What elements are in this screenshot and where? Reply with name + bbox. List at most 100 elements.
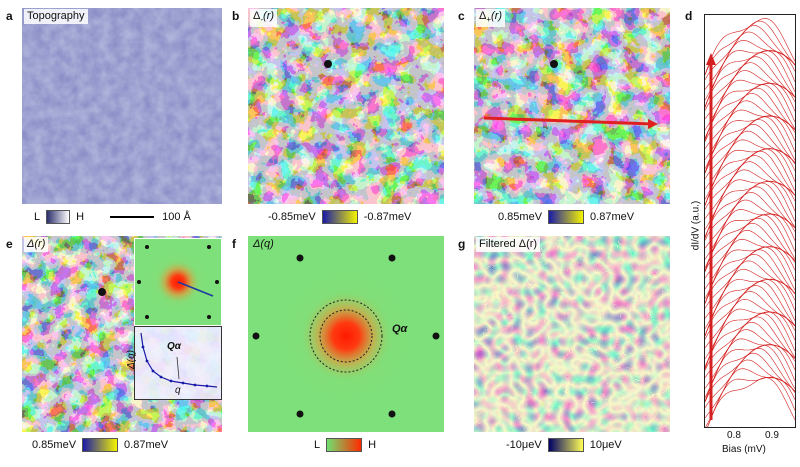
panel-b-letter: b xyxy=(232,9,240,23)
inset-fft xyxy=(135,239,221,325)
inset-q-label: Qα xyxy=(167,341,181,352)
spectrum-curve xyxy=(705,308,795,367)
spectrum-curve xyxy=(705,130,795,190)
panel-a-colorbar: L H 100 Å xyxy=(34,210,191,224)
spectrum-curve xyxy=(705,368,795,427)
linecut-arrow xyxy=(483,116,653,126)
panel-e-colorbar: 0.85meV 0.87meV xyxy=(32,438,168,452)
spectrum-curve xyxy=(705,192,795,249)
spectrum-curve xyxy=(705,186,795,241)
spectra-plot xyxy=(705,18,795,427)
gap-minus-bar xyxy=(321,210,358,224)
spectrum-curve xyxy=(705,79,795,139)
gap-plus-map xyxy=(474,8,670,204)
panel-c-title-sub: + xyxy=(486,15,492,25)
spectrum-curve xyxy=(705,182,795,238)
spectrum-curve xyxy=(705,199,795,260)
spectrum-curve xyxy=(705,347,795,403)
spectrum-curve xyxy=(705,31,795,90)
spectrum-curve xyxy=(705,246,795,304)
spectrum-curve xyxy=(705,100,795,160)
fft-high-label: H xyxy=(368,439,377,451)
panel-g-colorbar: -10μeV 10μeV xyxy=(506,438,622,452)
spectrum-curve xyxy=(705,93,795,149)
panel-g-filtered xyxy=(474,236,670,432)
spectra-ylabel: dI/dV (a.u.) xyxy=(690,200,702,251)
spectrum-curve xyxy=(705,217,795,272)
scalebar-line xyxy=(110,216,155,218)
spectrum-curve xyxy=(705,222,795,279)
fft-q-label: Qα xyxy=(392,323,408,335)
gap-plus-bar xyxy=(548,210,585,224)
spectrum-curve xyxy=(705,161,795,219)
panel-e-inset-fft xyxy=(134,238,222,326)
panel-f-colorbar: L H xyxy=(314,438,376,452)
panel-b-colorbar: -0.85meV -0.87meV xyxy=(268,210,411,224)
inset-xlabel: q xyxy=(175,385,181,396)
panel-b-title-sub: - xyxy=(260,15,264,25)
spectrum-curve xyxy=(705,87,795,142)
topo-colorbar xyxy=(46,210,71,224)
gap-e-max: 0.87meV xyxy=(124,439,169,451)
panel-c-title-symbol: Δ xyxy=(479,10,487,22)
panel-b-gap-minus xyxy=(248,8,444,204)
spectrum-curve xyxy=(705,322,795,378)
gap-minus-map xyxy=(248,8,444,204)
gap-minus-max: -0.87meV xyxy=(363,211,412,223)
panel-c-title-arg: (r) xyxy=(491,10,503,22)
spectrum-curve xyxy=(705,268,795,330)
spectrum-curve xyxy=(705,209,795,269)
scalebar-label: 100 Å xyxy=(162,211,191,223)
spectrum-curve xyxy=(705,352,795,408)
spectrum-curve xyxy=(705,50,795,108)
spectrum-curve xyxy=(705,18,795,75)
spectrum-curve xyxy=(705,214,795,271)
inset-ylabel: Δ(q) xyxy=(125,350,137,369)
spectrum-curve xyxy=(705,123,795,180)
spectrum-curve xyxy=(707,377,795,427)
spectrum-curve xyxy=(705,119,795,174)
inset-linecut xyxy=(140,332,218,388)
panel-f-title: Δ(q) xyxy=(253,238,274,250)
panel-a-letter: a xyxy=(6,9,13,23)
gap-e-min: 0.85meV xyxy=(32,439,77,451)
spectrum-curve xyxy=(705,84,795,140)
spectrum-curve xyxy=(705,116,795,173)
filtered-map xyxy=(474,236,670,432)
panel-c-colorbar: 0.85meV 0.87meV xyxy=(498,210,634,224)
spectrum-curve xyxy=(705,281,795,337)
gap-minus-min: -0.85meV xyxy=(268,211,316,223)
spectrum-curve xyxy=(705,148,795,206)
fft-map xyxy=(248,236,444,432)
spectrum-curve xyxy=(705,316,795,371)
topo-high-label: H xyxy=(76,211,85,223)
linecut-arrowhead xyxy=(648,119,658,129)
filtered-min: -10μeV xyxy=(506,439,542,451)
spectrum-curve xyxy=(705,260,795,319)
spectrum-curve xyxy=(705,39,795,101)
gap-plus-min: 0.85meV xyxy=(498,211,543,223)
spectrum-curve xyxy=(705,253,795,309)
spectra-tick-1: 0.9 xyxy=(765,430,779,441)
panel-a-title: Topography xyxy=(24,9,88,24)
panel-a-topography xyxy=(22,8,222,204)
spectrum-curve xyxy=(705,313,795,369)
panel-d-letter: d xyxy=(685,9,693,23)
gap-plus-max: 0.87meV xyxy=(590,211,635,223)
panel-e-title: Δ(r) xyxy=(24,237,49,252)
spectrum-curve xyxy=(705,151,795,206)
panel-c-gap-plus xyxy=(474,8,670,204)
spectrum-curve xyxy=(705,329,795,389)
spectrum-curve xyxy=(705,139,795,200)
panel-d-spectra xyxy=(704,14,796,428)
spectrum-curve xyxy=(705,359,795,419)
spectra-tick-0: 0.8 xyxy=(727,430,741,441)
fft-colorbar xyxy=(326,438,363,452)
panel-c-title: Δ+(r) xyxy=(476,9,506,28)
topo-low-label: L xyxy=(34,211,41,223)
spectrum-curve xyxy=(705,52,795,108)
panel-c-letter: c xyxy=(458,9,465,23)
panel-e-inset-linecut: Qα q xyxy=(134,326,222,400)
spectra-xlabel: Bias (mV) xyxy=(722,444,766,455)
fft-low-label: L xyxy=(314,439,321,451)
